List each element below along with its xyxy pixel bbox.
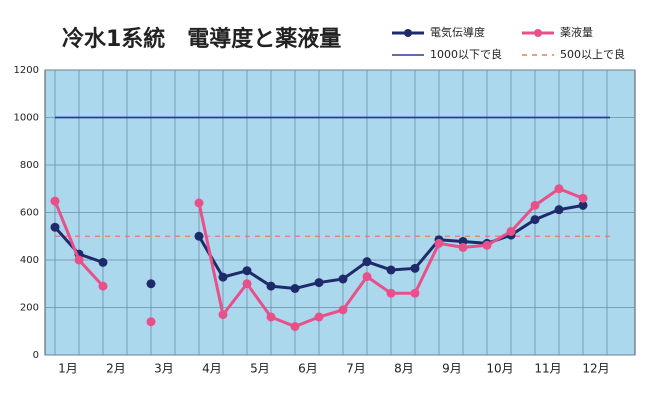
x-tick-label: 4月 — [202, 362, 222, 376]
y-tick-label: 400 — [20, 255, 39, 266]
data-point — [506, 227, 516, 236]
data-point — [482, 240, 492, 250]
data-point — [290, 284, 300, 293]
chart-title: 冷水1系統 電導度と薬液量 — [62, 26, 341, 52]
y-tick-label: 600 — [20, 208, 39, 219]
y-tick-label: 1200 — [14, 65, 39, 76]
x-tick-label: 1月 — [58, 362, 78, 376]
legend-marker — [534, 29, 542, 37]
data-point — [362, 272, 372, 282]
data-point — [554, 205, 564, 215]
data-point — [194, 231, 204, 241]
y-tick-label: 0 — [33, 350, 39, 361]
legend-label: 薬液量 — [560, 25, 593, 39]
data-point — [290, 322, 300, 331]
data-point — [458, 242, 468, 252]
data-point — [194, 198, 204, 208]
x-tick-label: 6月 — [298, 362, 318, 376]
x-tick-label: 7月 — [346, 362, 366, 376]
data-point — [530, 200, 540, 210]
y-tick-label: 1000 — [14, 113, 39, 124]
data-point — [266, 281, 276, 291]
data-point — [242, 266, 252, 276]
x-tick-label: 11月 — [534, 362, 561, 376]
y-tick-label: 200 — [20, 303, 39, 314]
x-tick-label: 10月 — [486, 362, 513, 376]
data-point — [386, 288, 396, 298]
data-point — [434, 238, 444, 248]
data-point — [578, 200, 588, 210]
x-tick-label: 2月 — [106, 362, 126, 376]
legend-label: 電気伝導度 — [430, 25, 485, 39]
x-tick-label: 8月 — [394, 362, 414, 376]
legend-label: 1000以下で良 — [430, 47, 502, 61]
data-point — [146, 317, 156, 327]
data-point — [314, 278, 324, 288]
data-point — [338, 274, 348, 284]
data-point — [530, 215, 540, 225]
x-tick-label: 9月 — [442, 362, 462, 376]
data-point — [242, 279, 252, 289]
data-point — [386, 265, 396, 275]
data-point — [410, 263, 420, 273]
data-point — [218, 272, 228, 282]
data-point — [50, 196, 60, 206]
y-tick-label: 800 — [20, 160, 39, 171]
data-point — [98, 281, 108, 291]
x-tick-label: 12月 — [582, 362, 609, 376]
data-point — [74, 255, 84, 265]
x-tick-label: 5月 — [250, 362, 270, 376]
data-point — [218, 310, 228, 320]
data-point — [338, 305, 348, 315]
data-point — [314, 312, 324, 322]
data-point — [362, 257, 372, 267]
data-point — [266, 312, 276, 322]
data-point — [554, 184, 564, 194]
x-tick-label: 3月 — [154, 362, 174, 376]
data-point — [410, 288, 420, 298]
data-point — [146, 279, 156, 289]
data-point — [578, 193, 588, 203]
data-point — [98, 257, 108, 267]
legend-marker — [404, 29, 412, 37]
legend-label: 500以上で良 — [560, 47, 625, 61]
data-point — [50, 222, 60, 232]
